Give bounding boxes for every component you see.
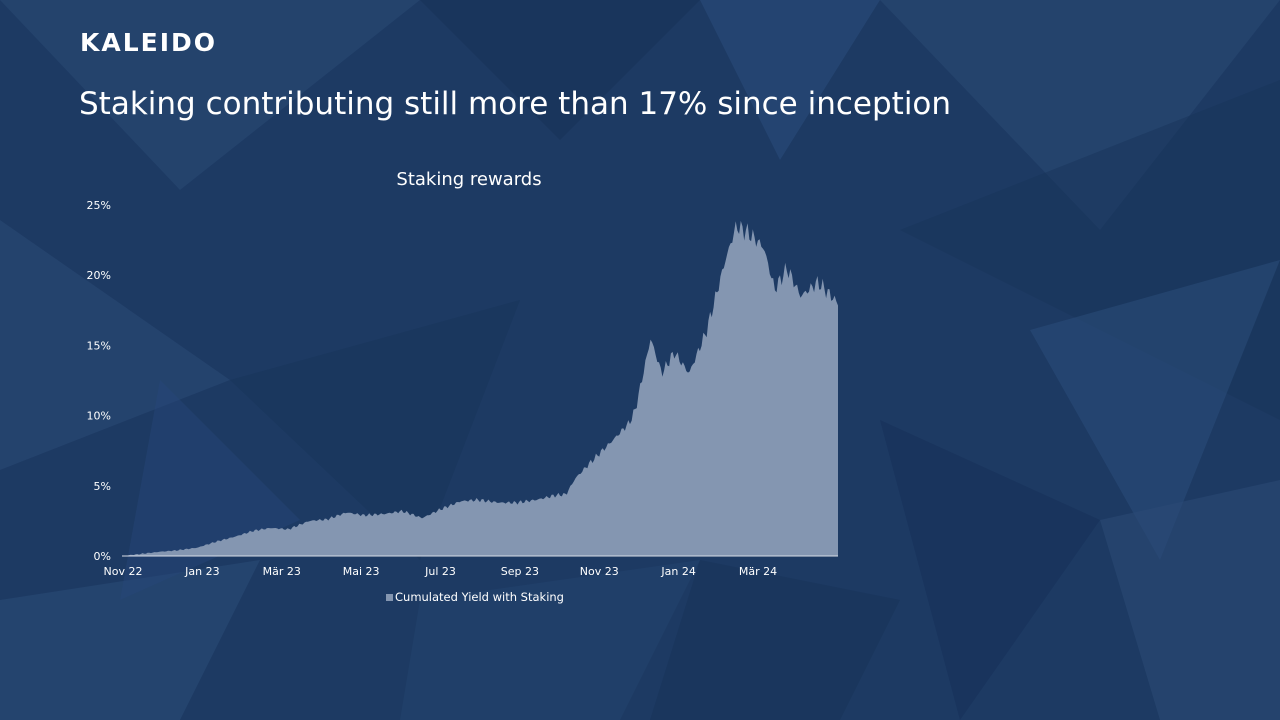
legend-swatch <box>386 594 393 601</box>
x-tick-label: Nov 23 <box>580 565 619 578</box>
y-tick-label: 20% <box>87 269 111 282</box>
legend-label: Cumulated Yield with Staking <box>395 590 564 604</box>
x-tick-label: Mär 24 <box>739 565 777 578</box>
x-axis-ticks: Nov 22 Jan 23 Mär 23 Mai 23 Jul 23 Sep 23 Nov … <box>104 565 778 578</box>
chart-title: Staking rewards <box>396 169 541 190</box>
y-axis-ticks: 0% 5% 10% 15% 20% 25% <box>87 199 111 563</box>
x-tick-label: Jul 23 <box>424 565 456 578</box>
x-tick-label: Jan 23 <box>184 565 219 578</box>
x-tick-label: Jan 24 <box>660 565 695 578</box>
y-tick-label: 15% <box>87 339 111 352</box>
y-tick-label: 5% <box>94 480 111 493</box>
x-tick-label: Nov 22 <box>104 565 143 578</box>
slide-headline: Staking contributing still more than 17%… <box>79 86 952 122</box>
x-tick-label: Sep 23 <box>501 565 539 578</box>
series-area-cumulated-yield <box>122 220 838 556</box>
x-tick-label: Mai 23 <box>343 565 380 578</box>
y-tick-label: 10% <box>87 410 111 423</box>
y-tick-label: 25% <box>87 199 111 212</box>
brand-logo: KALEIDO <box>80 28 218 57</box>
y-tick-label: 0% <box>94 550 111 563</box>
chart-legend: Cumulated Yield with Staking <box>386 590 564 604</box>
x-tick-label: Mär 23 <box>263 565 301 578</box>
